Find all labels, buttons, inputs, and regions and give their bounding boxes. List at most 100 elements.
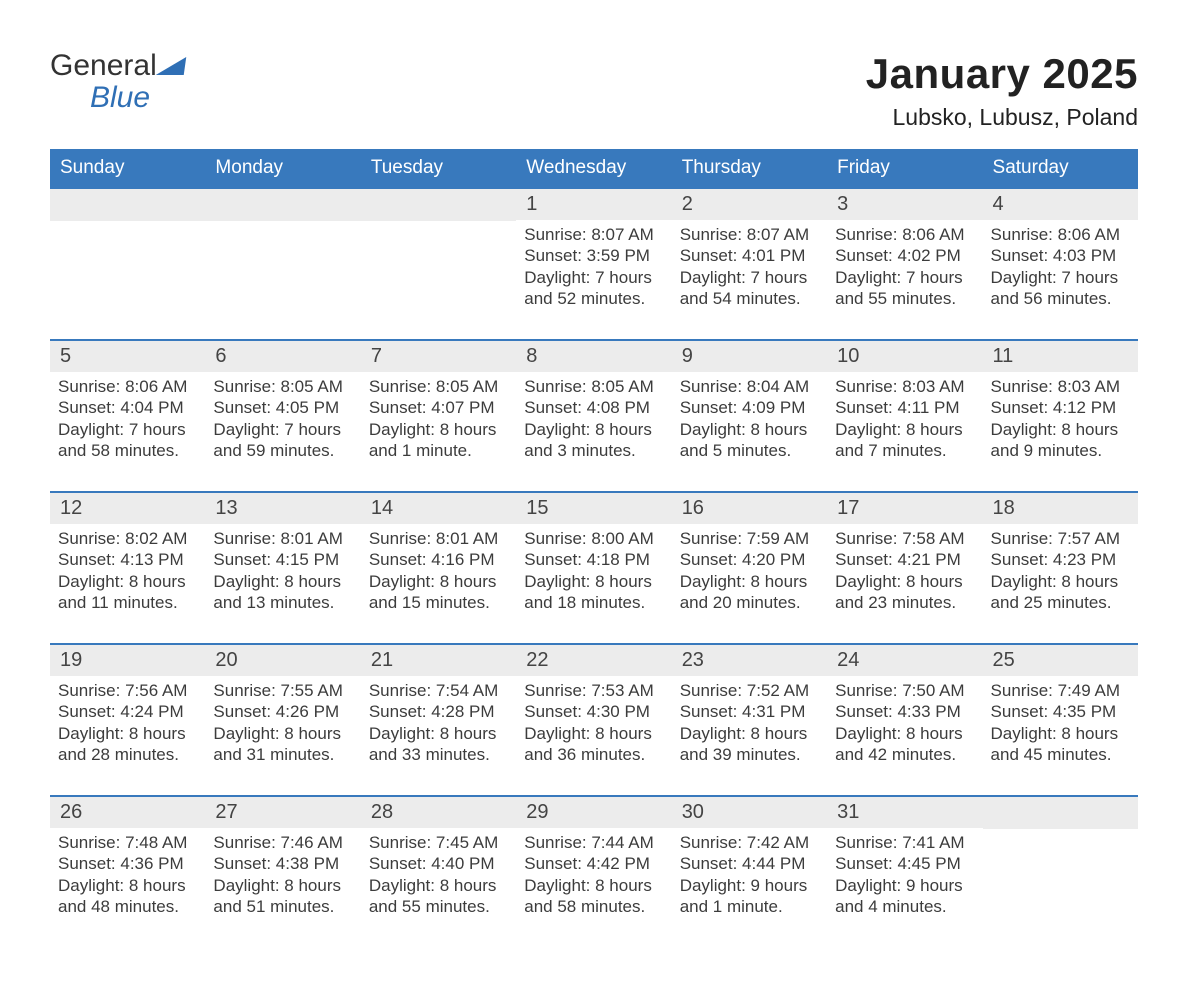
day-cell: 18Sunrise: 7:57 AMSunset: 4:23 PMDayligh…	[983, 492, 1138, 644]
daylight-line: Daylight: 8 hours and 13 minutes.	[213, 571, 352, 614]
day-cell: 16Sunrise: 7:59 AMSunset: 4:20 PMDayligh…	[672, 492, 827, 644]
day-details: Sunrise: 7:56 AMSunset: 4:24 PMDaylight:…	[58, 680, 197, 765]
calendar-body: 1 Sunrise: 8:07 AMSunset: 3:59 PMDaylight…	[50, 188, 1138, 947]
day-cell: 23Sunrise: 7:52 AMSunset: 4:31 PMDayligh…	[672, 644, 827, 796]
day-details: Sunrise: 7:50 AMSunset: 4:33 PMDaylight:…	[835, 680, 974, 765]
sunrise-line: Sunrise: 8:01 AM	[369, 528, 508, 549]
day-cell	[361, 188, 516, 340]
daylight-line: Daylight: 8 hours and 48 minutes.	[58, 875, 197, 918]
daylight-line: Daylight: 8 hours and 36 minutes.	[524, 723, 663, 766]
sunrise-line: Sunrise: 8:04 AM	[680, 376, 819, 397]
day-cell: 20Sunrise: 7:55 AMSunset: 4:26 PMDayligh…	[205, 644, 360, 796]
week-row: 19Sunrise: 7:56 AMSunset: 4:24 PMDayligh…	[50, 644, 1138, 796]
sunset-line: Sunset: 4:42 PM	[524, 853, 663, 874]
day-number: 27	[205, 797, 360, 828]
daylight-line: Daylight: 8 hours and 18 minutes.	[524, 571, 663, 614]
daylight-line: Daylight: 8 hours and 31 minutes.	[213, 723, 352, 766]
day-cell	[983, 796, 1138, 947]
sunset-line: Sunset: 4:30 PM	[524, 701, 663, 722]
logo-word-blue: Blue	[90, 82, 185, 114]
daylight-line: Daylight: 8 hours and 15 minutes.	[369, 571, 508, 614]
day-number-bar-empty	[205, 189, 360, 221]
sunrise-line: Sunrise: 8:06 AM	[58, 376, 197, 397]
sunrise-line: Sunrise: 8:05 AM	[524, 376, 663, 397]
day-details: Sunrise: 8:02 AMSunset: 4:13 PMDaylight:…	[58, 528, 197, 613]
day-details: Sunrise: 7:54 AMSunset: 4:28 PMDaylight:…	[369, 680, 508, 765]
sunset-line: Sunset: 4:23 PM	[991, 549, 1130, 570]
day-number: 1	[516, 189, 671, 220]
day-number: 14	[361, 493, 516, 524]
daylight-line: Daylight: 8 hours and 23 minutes.	[835, 571, 974, 614]
dayname-thursday: Thursday	[672, 149, 827, 188]
day-cell: 31Sunrise: 7:41 AMSunset: 4:45 PMDayligh…	[827, 796, 982, 947]
title-block: January 2025 Lubsko, Lubusz, Poland	[866, 50, 1138, 131]
day-cell: 13Sunrise: 8:01 AMSunset: 4:15 PMDayligh…	[205, 492, 360, 644]
daylight-line: Daylight: 8 hours and 20 minutes.	[680, 571, 819, 614]
daylight-line: Daylight: 9 hours and 1 minute.	[680, 875, 819, 918]
day-cell: 9Sunrise: 8:04 AMSunset: 4:09 PMDaylight…	[672, 340, 827, 492]
day-number: 22	[516, 645, 671, 676]
day-cell: 4Sunrise: 8:06 AMSunset: 4:03 PMDaylight…	[983, 188, 1138, 340]
sunrise-line: Sunrise: 8:07 AM	[524, 224, 663, 245]
sunrise-line: Sunrise: 7:59 AM	[680, 528, 819, 549]
day-cell: 12Sunrise: 8:02 AMSunset: 4:13 PMDayligh…	[50, 492, 205, 644]
day-cell: 19 Sunrise: 7:56 AMSunset: 4:24 PMDayligh…	[50, 644, 205, 796]
sunset-line: Sunset: 4:44 PM	[680, 853, 819, 874]
day-number-bar-empty	[361, 189, 516, 221]
day-number: 16	[672, 493, 827, 524]
sunrise-line: Sunrise: 7:41 AM	[835, 832, 974, 853]
sunrise-line: Sunrise: 7:49 AM	[991, 680, 1130, 701]
day-cell: 3Sunrise: 8:06 AMSunset: 4:02 PMDaylight…	[827, 188, 982, 340]
day-number: 26	[50, 797, 205, 828]
daylight-line: Daylight: 8 hours and 39 minutes.	[680, 723, 819, 766]
day-cell: 6Sunrise: 8:05 AMSunset: 4:05 PMDaylight…	[205, 340, 360, 492]
sunset-line: Sunset: 4:01 PM	[680, 245, 819, 266]
day-cell: 25Sunrise: 7:49 AMSunset: 4:35 PMDayligh…	[983, 644, 1138, 796]
day-number: 15	[516, 493, 671, 524]
day-cell: 27Sunrise: 7:46 AMSunset: 4:38 PMDayligh…	[205, 796, 360, 947]
daylight-line: Daylight: 8 hours and 25 minutes.	[991, 571, 1130, 614]
daylight-line: Daylight: 8 hours and 5 minutes.	[680, 419, 819, 462]
day-cell: 11Sunrise: 8:03 AMSunset: 4:12 PMDayligh…	[983, 340, 1138, 492]
day-number: 28	[361, 797, 516, 828]
sunrise-line: Sunrise: 8:00 AM	[524, 528, 663, 549]
daylight-line: Daylight: 7 hours and 58 minutes.	[58, 419, 197, 462]
sunrise-line: Sunrise: 8:03 AM	[835, 376, 974, 397]
day-details: Sunrise: 8:06 AMSunset: 4:03 PMDaylight:…	[991, 224, 1130, 309]
day-cell	[205, 188, 360, 340]
sunrise-line: Sunrise: 7:54 AM	[369, 680, 508, 701]
day-details: Sunrise: 8:07 AMSunset: 3:59 PMDaylight:…	[524, 224, 663, 309]
dayname-saturday: Saturday	[983, 149, 1138, 188]
day-number: 19	[50, 645, 205, 676]
day-cell: 1 Sunrise: 8:07 AMSunset: 3:59 PMDaylight…	[516, 188, 671, 340]
logo-word-general: General	[50, 49, 157, 82]
day-number: 24	[827, 645, 982, 676]
day-cell: 29Sunrise: 7:44 AMSunset: 4:42 PMDayligh…	[516, 796, 671, 947]
week-row: 5Sunrise: 8:06 AMSunset: 4:04 PMDaylight…	[50, 340, 1138, 492]
daylight-line: Daylight: 7 hours and 52 minutes.	[524, 267, 663, 310]
dayname-tuesday: Tuesday	[361, 149, 516, 188]
day-number: 17	[827, 493, 982, 524]
day-number: 7	[361, 341, 516, 372]
sunrise-line: Sunrise: 7:53 AM	[524, 680, 663, 701]
day-details: Sunrise: 8:00 AMSunset: 4:18 PMDaylight:…	[524, 528, 663, 613]
sunrise-line: Sunrise: 7:58 AM	[835, 528, 974, 549]
day-number: 8	[516, 341, 671, 372]
sunset-line: Sunset: 4:05 PM	[213, 397, 352, 418]
sunset-line: Sunset: 4:31 PM	[680, 701, 819, 722]
sunrise-line: Sunrise: 8:07 AM	[680, 224, 819, 245]
day-details: Sunrise: 8:05 AMSunset: 4:08 PMDaylight:…	[524, 376, 663, 461]
sunrise-line: Sunrise: 7:46 AM	[213, 832, 352, 853]
day-cell: 5Sunrise: 8:06 AMSunset: 4:04 PMDaylight…	[50, 340, 205, 492]
sunrise-line: Sunrise: 7:52 AM	[680, 680, 819, 701]
sunset-line: Sunset: 4:33 PM	[835, 701, 974, 722]
sunset-line: Sunset: 4:35 PM	[991, 701, 1130, 722]
daylight-line: Daylight: 8 hours and 9 minutes.	[991, 419, 1130, 462]
dayname-wednesday: Wednesday	[516, 149, 671, 188]
day-cell: 2Sunrise: 8:07 AMSunset: 4:01 PMDaylight…	[672, 188, 827, 340]
sunset-line: Sunset: 4:24 PM	[58, 701, 197, 722]
sunrise-line: Sunrise: 7:56 AM	[58, 680, 197, 701]
daylight-line: Daylight: 8 hours and 51 minutes.	[213, 875, 352, 918]
sunset-line: Sunset: 4:15 PM	[213, 549, 352, 570]
sunset-line: Sunset: 4:03 PM	[991, 245, 1130, 266]
